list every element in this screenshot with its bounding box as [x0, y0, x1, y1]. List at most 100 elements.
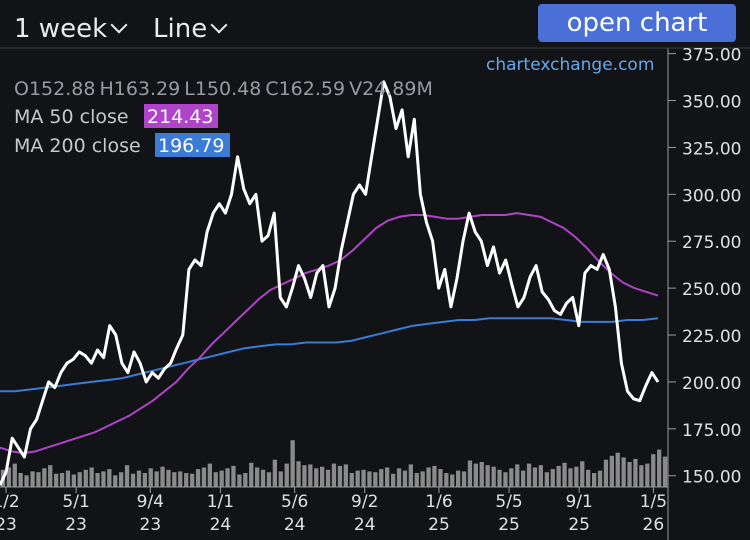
- volume-bar: [603, 459, 609, 487]
- volume-bar: [154, 471, 159, 487]
- volume-bar: [657, 449, 662, 487]
- volume-bar: [24, 475, 29, 487]
- x-tick-label: 5/1: [62, 492, 89, 512]
- x-tick-label: 9/2: [351, 492, 378, 512]
- volume-bar: [272, 459, 277, 487]
- volume-bar: [225, 468, 230, 487]
- volume-bar: [331, 463, 337, 487]
- volume-bar: [308, 464, 313, 487]
- volume-bars: [0, 440, 668, 487]
- volume-bar: [166, 469, 171, 487]
- volume-bar: [130, 473, 136, 487]
- volume-bar: [391, 473, 396, 487]
- volume-bar: [71, 474, 76, 487]
- x-tick-label-year: 25: [498, 515, 520, 535]
- volume-bar: [503, 472, 508, 487]
- volume-bar: [497, 469, 502, 487]
- volume-bar: [526, 463, 532, 487]
- volume-bar: [12, 463, 17, 487]
- volume-bar: [580, 461, 585, 487]
- volume-bar: [337, 465, 343, 487]
- volume-bar: [237, 474, 242, 487]
- ma50-value-badge: [144, 104, 218, 128]
- volume-bar: [568, 468, 573, 487]
- volume-bar: [373, 472, 378, 487]
- ma50-value: 214.43: [147, 106, 213, 128]
- volume-bar: [59, 473, 65, 487]
- volume-bar: [550, 469, 555, 487]
- volume-bar: [621, 457, 626, 487]
- volume-bar: [325, 469, 331, 487]
- volume-bar: [426, 467, 431, 487]
- volume-bar: [367, 471, 372, 487]
- volume-bar: [65, 470, 71, 487]
- volume-bar: [609, 455, 614, 487]
- price-line: [0, 80, 660, 486]
- y-tick-label: 375.00: [682, 46, 741, 66]
- volume-bar: [627, 462, 632, 487]
- volume-bar: [36, 472, 41, 487]
- x-tick-label: 1/6: [425, 492, 452, 512]
- volume-bar: [119, 472, 124, 487]
- y-tick-label: 325.00: [682, 139, 741, 159]
- volume-bar: [396, 468, 402, 487]
- volume-bar: [266, 472, 272, 487]
- y-tick-label: 350.00: [682, 93, 741, 113]
- volume-bar: [592, 473, 597, 487]
- volume-bar: [438, 469, 443, 487]
- volume-bar: [343, 464, 348, 487]
- x-tick-label: 9/1: [565, 492, 592, 512]
- volume-bar: [255, 467, 260, 487]
- x-tick-label-year: 23: [65, 515, 87, 535]
- x-tick-label-year: 23: [0, 515, 17, 535]
- x-tick-label: 1/5: [640, 492, 667, 512]
- open-chart-button[interactable]: open chart: [538, 4, 736, 42]
- volume-bar: [651, 454, 656, 487]
- volume-bar: [302, 465, 307, 487]
- ma200-line: [0, 317, 659, 393]
- volume-bar: [113, 475, 118, 487]
- x-tick-label-year: 25: [568, 515, 590, 535]
- volume-bar: [408, 464, 413, 487]
- volume-bar: [184, 473, 189, 487]
- volume-bar: [314, 468, 319, 487]
- volume-bar: [597, 470, 603, 487]
- ma200-value: 196.79: [158, 135, 224, 157]
- volume-bar: [491, 466, 496, 487]
- volume-bar: [574, 466, 579, 487]
- volume-bar: [160, 466, 165, 487]
- volume-bar: [485, 465, 490, 487]
- volume-bar: [633, 458, 638, 487]
- volume-bar: [662, 456, 668, 487]
- volume-bar: [509, 468, 514, 487]
- interval-label: 1 week: [14, 14, 108, 44]
- volume-bar: [284, 463, 289, 487]
- interval-dropdown[interactable]: 1 week: [14, 14, 128, 44]
- volume-bar: [544, 472, 549, 487]
- volume-bar: [207, 463, 212, 487]
- volume-bar: [42, 468, 47, 487]
- volume-bar: [420, 471, 425, 487]
- volume-bar: [142, 473, 147, 487]
- chart-style-dropdown[interactable]: Line: [153, 14, 228, 44]
- volume-bar: [201, 467, 207, 487]
- volume-bar: [101, 471, 106, 487]
- volume-bar: [586, 469, 591, 487]
- watermark: chartexchange.com: [486, 55, 654, 75]
- x-tick-label-year: 24: [354, 515, 376, 535]
- volume-bar: [515, 464, 520, 487]
- volume-bar: [532, 467, 538, 487]
- volume-bar: [349, 473, 354, 487]
- volume-bar: [77, 472, 82, 487]
- volume-bar: [444, 473, 449, 487]
- volume-bar: [249, 462, 254, 487]
- x-tick-label: 5/6: [281, 492, 308, 512]
- volume-bar: [195, 469, 201, 487]
- volume-bar: [361, 469, 366, 487]
- volume-bar: [320, 466, 325, 487]
- volume-bar: [231, 465, 236, 487]
- volume-bar: [556, 465, 561, 487]
- chart-style-label: Line: [153, 14, 208, 44]
- volume-bar: [479, 462, 484, 487]
